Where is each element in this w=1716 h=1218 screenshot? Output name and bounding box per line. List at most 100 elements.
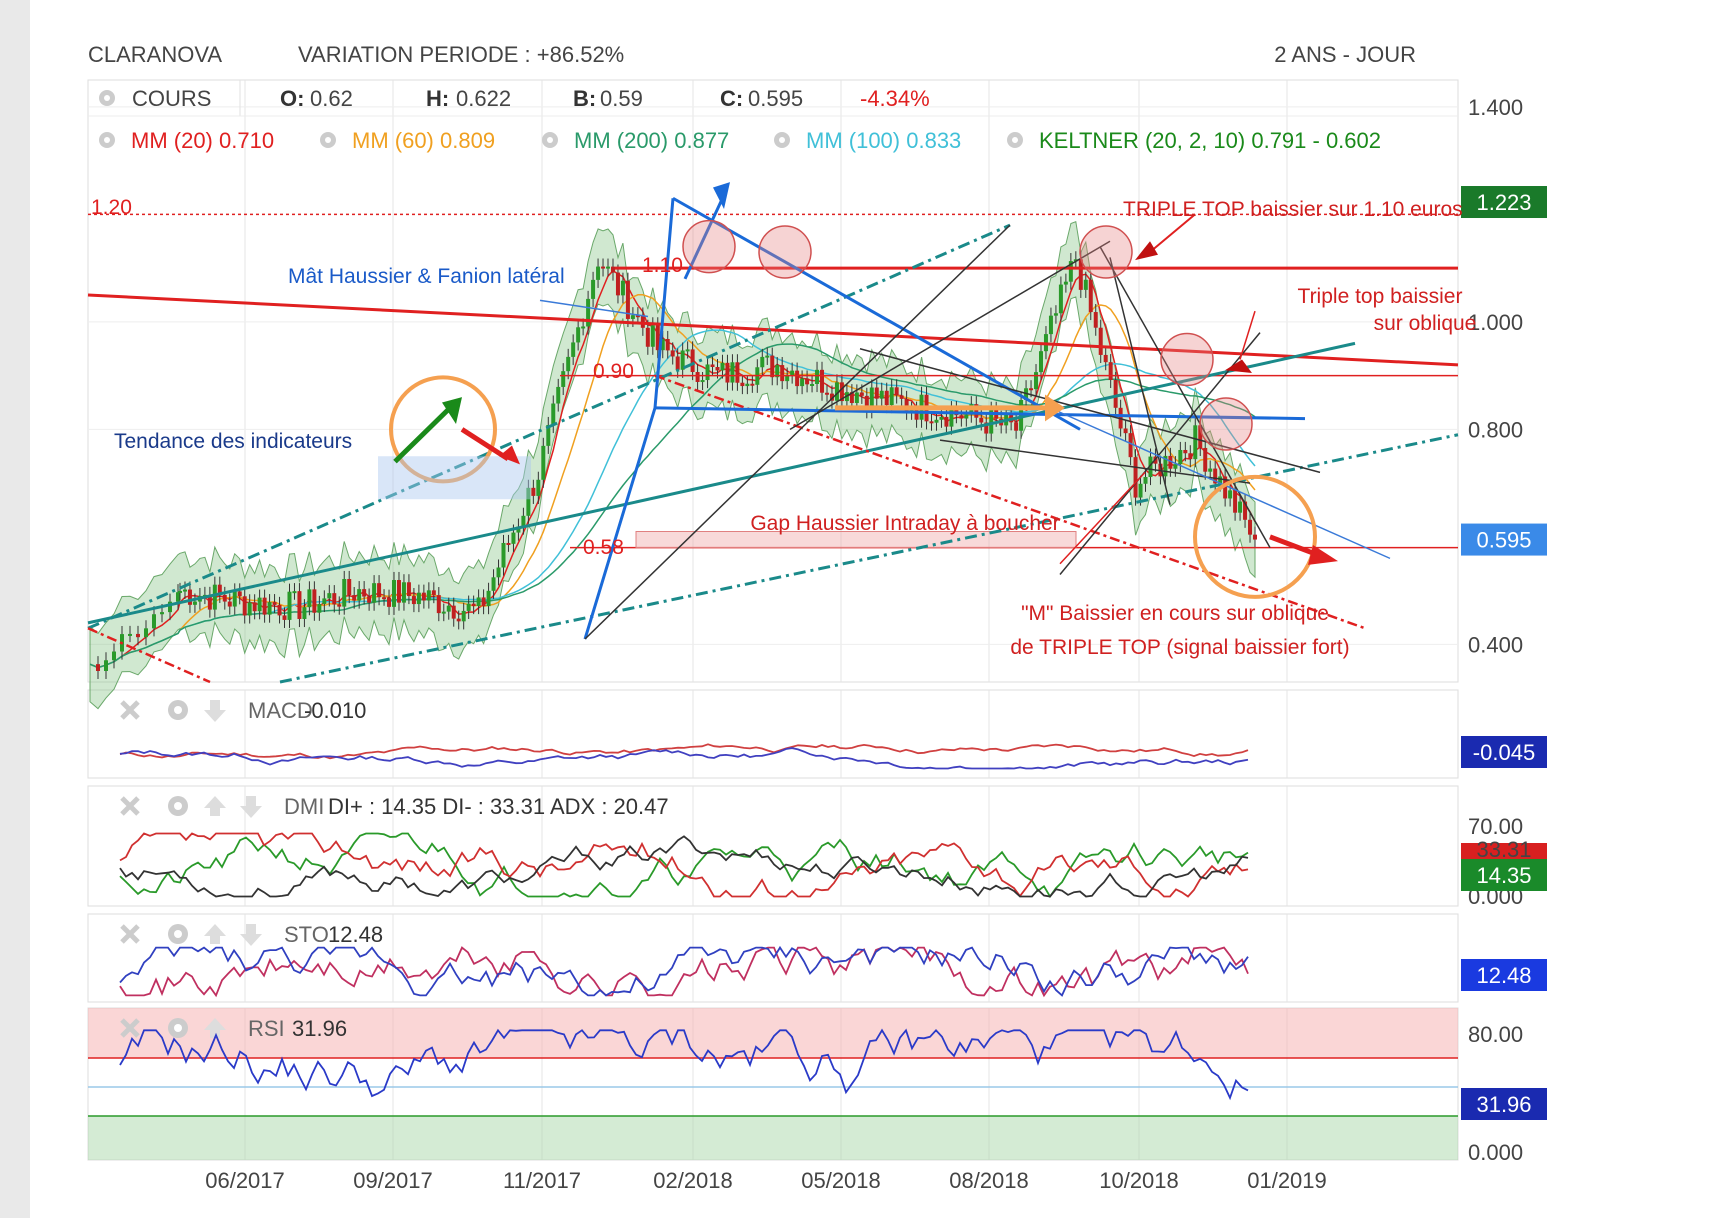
candle-body: [367, 596, 372, 603]
level-120-label: 1.20: [91, 196, 132, 219]
candle-body: [372, 583, 377, 603]
candle-body: [745, 383, 750, 387]
high-label: H:: [426, 86, 449, 111]
candle-body: [252, 602, 257, 612]
rsi-tick-bottom: 0.000: [1468, 1140, 1523, 1165]
x-axis: 06/2017 09/2017 11/2017 02/2018 05/2018 08/20…: [205, 1168, 1327, 1193]
candle-body: [571, 342, 576, 357]
candle-body: [551, 403, 556, 425]
candle-body: [1193, 425, 1198, 460]
top-marker-circle: [682, 219, 736, 274]
candle-body: [1178, 449, 1183, 465]
close-icon[interactable]: [120, 700, 140, 720]
candle-body: [526, 487, 531, 516]
level-110-label: 1.10: [642, 254, 683, 277]
candle-body: [247, 602, 252, 616]
candle-body: [805, 378, 810, 385]
candle-body: [152, 614, 156, 629]
x-tick: 09/2017: [353, 1168, 433, 1193]
indicator-legend-item[interactable]: MM (100) 0.833: [774, 128, 961, 153]
candle-body: [262, 597, 267, 615]
candle-body: [810, 383, 815, 386]
candle-body: [411, 596, 416, 605]
candle-body: [187, 589, 192, 605]
candle-body: [566, 356, 571, 372]
candle-body: [974, 404, 979, 418]
candle-body: [382, 597, 387, 600]
candle-body: [1014, 422, 1019, 431]
arrow-down-icon[interactable]: [204, 700, 226, 722]
red-dashed-support-left: [87, 627, 211, 684]
close-icon[interactable]: [120, 924, 140, 944]
candle-body: [929, 421, 934, 424]
indicator-label: MM (200) 0.877: [574, 128, 729, 153]
close-icon[interactable]: [120, 1018, 140, 1038]
top-marker-circle: [1199, 397, 1253, 451]
macd-panel: [87, 689, 1459, 779]
candle-body: [491, 577, 496, 591]
candle-body: [1148, 456, 1153, 478]
candle-body: [1223, 476, 1228, 499]
candle-body: [352, 595, 357, 601]
candle-body: [640, 315, 645, 328]
gear-icon[interactable]: [99, 90, 115, 106]
x-tick: 01/2019: [1247, 1168, 1327, 1193]
rsi-overbought-zone: [88, 1008, 1458, 1058]
candle-body: [178, 590, 182, 593]
triple-top-annotation: TRIPLE TOP baissier sur 1.10 euros: [1123, 198, 1463, 221]
di-plus-line: [119, 832, 1249, 899]
candle-body: [1208, 468, 1213, 472]
black-trend-line: [859, 348, 1321, 474]
candle-body: [815, 369, 820, 384]
arrow-down-icon[interactable]: [240, 924, 262, 946]
sto-k-line: [119, 946, 1249, 998]
indicator-label: KELTNER (20, 2, 10) 0.791 - 0.602: [1039, 128, 1381, 153]
arrow-up-icon[interactable]: [204, 924, 226, 944]
indicator-legend-item[interactable]: MM (60) 0.809: [320, 128, 495, 153]
dmi-badge-red: 33.31: [1476, 837, 1531, 862]
candle-body: [232, 591, 237, 607]
dmi-badge-red-bg: [1461, 843, 1547, 859]
candle-body: [790, 370, 795, 376]
mast-arrow-line: [683, 192, 727, 280]
indicator-legend-item[interactable]: MM (200) 0.877: [542, 128, 729, 153]
x-tick: 08/2018: [949, 1168, 1029, 1193]
candle-body: [874, 387, 879, 399]
candle-body: [984, 422, 989, 434]
top-marker-circle: [758, 225, 812, 279]
candle-body: [1103, 354, 1108, 363]
sto-badge: 12.48: [1476, 963, 1531, 988]
arrow-down-icon[interactable]: [240, 796, 262, 818]
candle-body: [501, 542, 506, 568]
panel-value: 12.48: [328, 922, 383, 947]
indicator-legend-item[interactable]: KELTNER (20, 2, 10) 0.791 - 0.602: [1007, 128, 1381, 153]
indicator-legend-item[interactable]: MM (20) 0.710: [99, 128, 274, 153]
candle-body: [471, 603, 476, 607]
candle-body: [536, 479, 541, 496]
arrow-up-icon[interactable]: [204, 1018, 226, 1038]
candle-body: [625, 280, 630, 319]
gear-icon-hole: [174, 1024, 182, 1032]
close-icon[interactable]: [120, 796, 140, 816]
cours-label: COURS: [132, 86, 211, 111]
tendance-up-arrow: [393, 406, 452, 464]
candle-body: [944, 416, 949, 427]
candle-body: [601, 266, 606, 269]
candle-body: [337, 604, 342, 607]
candle-body: [377, 583, 382, 598]
arrow-up-icon[interactable]: [204, 796, 226, 816]
candle-body: [144, 628, 148, 638]
candle-body: [650, 325, 655, 347]
candle-body: [347, 578, 352, 596]
candle-body: [446, 605, 451, 612]
close-value: 0.595: [748, 86, 803, 111]
candle-body: [421, 592, 426, 601]
candle-body: [979, 417, 984, 423]
gear-icon-hole: [104, 137, 110, 143]
candle-body: [207, 594, 212, 610]
candle-body: [1123, 428, 1128, 434]
candle-body: [496, 567, 501, 578]
candle-body: [989, 409, 994, 434]
chart-variation: VARIATION PERIODE : +86.52%: [298, 42, 624, 67]
gear-icon-hole: [547, 137, 553, 143]
